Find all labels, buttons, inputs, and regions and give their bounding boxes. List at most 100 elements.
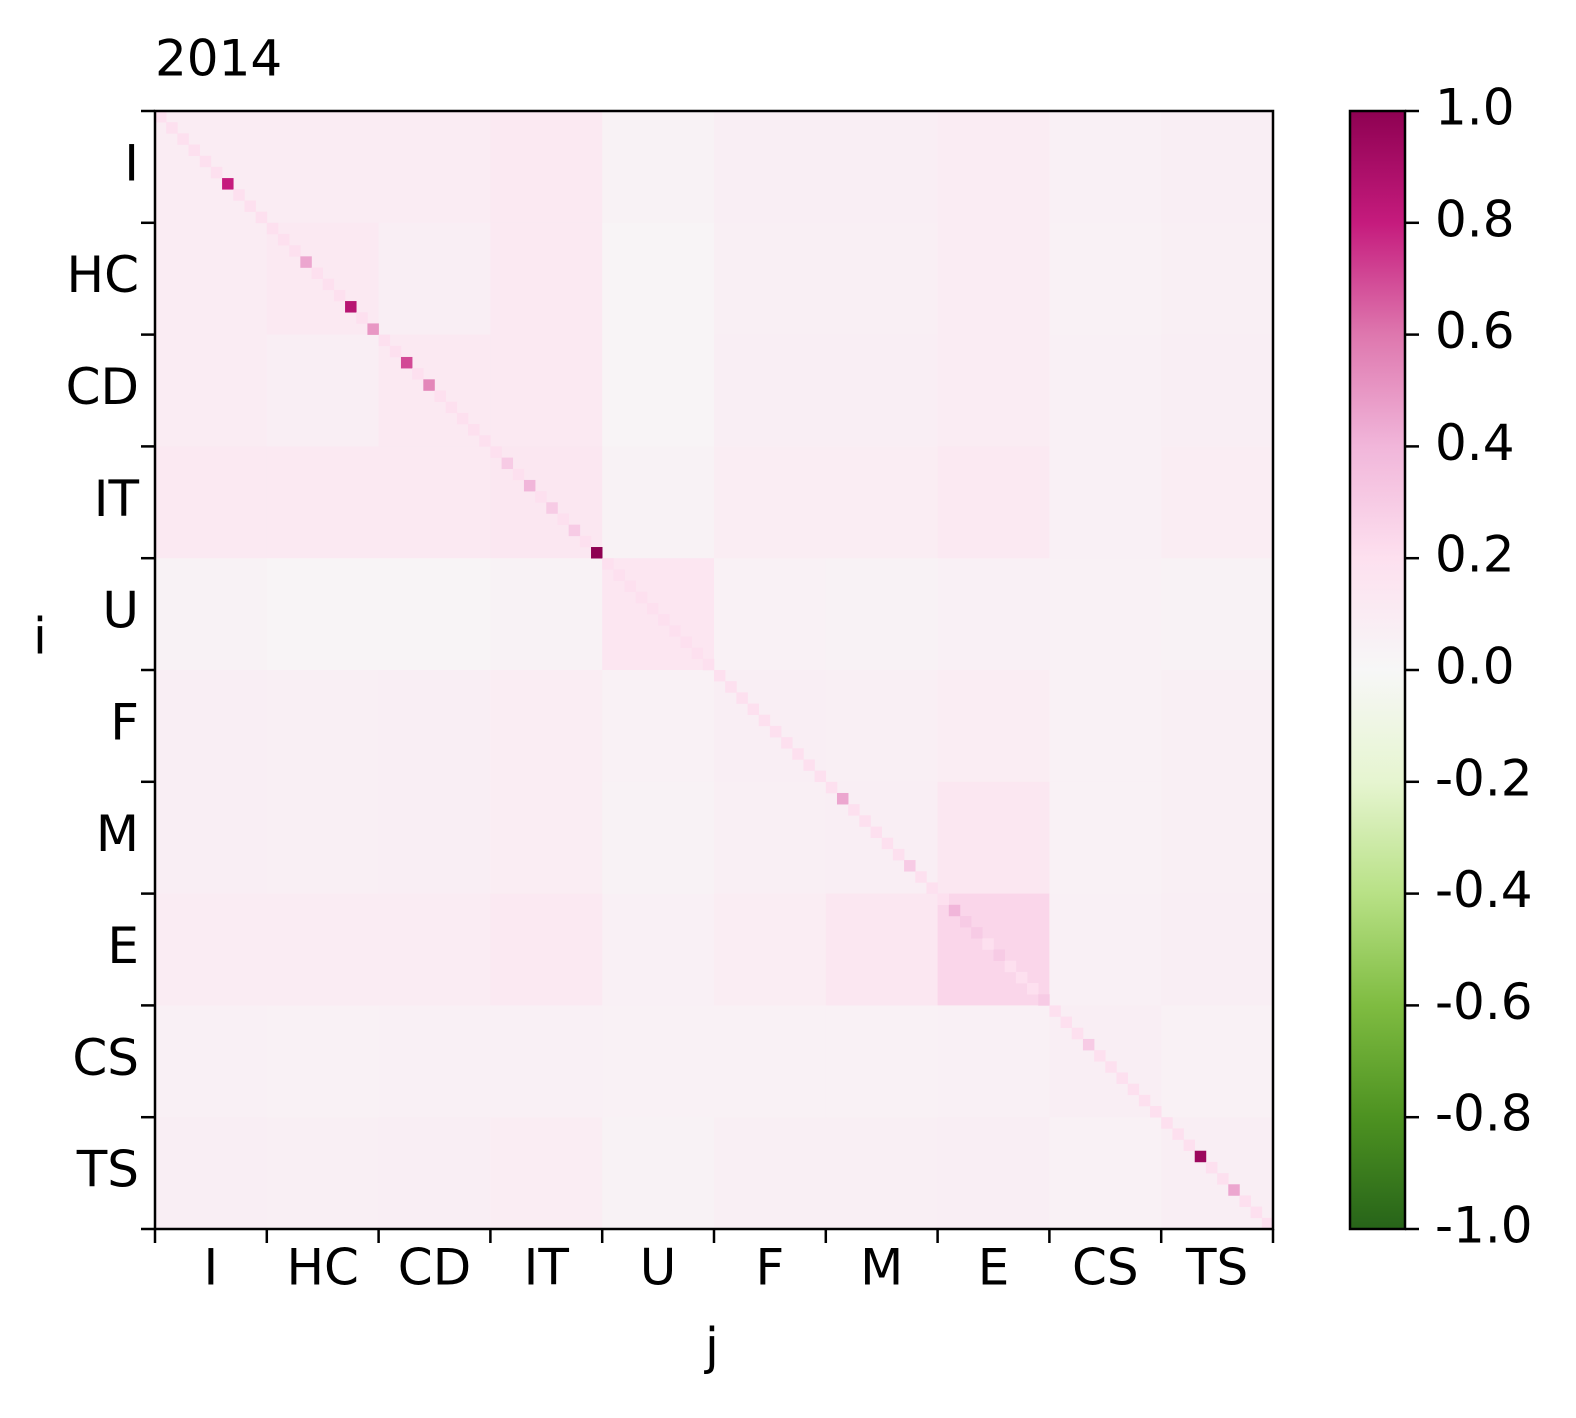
heatmap-cell <box>1082 1038 1095 1051</box>
heatmap-cell <box>479 435 491 447</box>
heatmap-block <box>602 670 715 783</box>
heatmap-cell <box>758 714 771 727</box>
heatmap-cell <box>769 725 782 738</box>
heatmap-block <box>490 1117 603 1230</box>
heatmap-block <box>1161 446 1274 559</box>
heatmap-block <box>155 893 268 1006</box>
heatmap-block <box>714 893 827 1006</box>
heatmap-cell <box>602 558 614 570</box>
heatmap-block <box>714 1117 827 1230</box>
heatmap-block <box>490 111 603 224</box>
heatmap-cell <box>848 804 860 816</box>
heatmap-block <box>490 670 603 783</box>
heatmap-block <box>490 334 603 447</box>
heatmap-block <box>602 222 715 336</box>
heatmap-cell <box>155 111 167 123</box>
heatmap-cell <box>1015 971 1028 984</box>
heatmap-block <box>602 446 715 559</box>
heatmap-cell <box>613 569 625 581</box>
heatmap-cell <box>646 602 659 615</box>
heatmap-cell <box>892 848 905 861</box>
heatmap-cell <box>881 837 894 850</box>
colorbar-tick-label: 1.0 <box>1435 79 1515 137</box>
heatmap-block <box>155 446 268 559</box>
heatmap-block <box>937 334 1050 447</box>
heatmap-block <box>937 781 1050 895</box>
heatmap-block <box>825 1005 939 1118</box>
heatmap-cell <box>210 166 223 179</box>
x-group-label: CS <box>1072 1239 1139 1297</box>
heatmap-cell <box>389 345 402 358</box>
colorbar-tick-label: 0.6 <box>1435 302 1515 360</box>
heatmap-cell <box>512 468 525 481</box>
heatmap-cell <box>1127 1083 1140 1096</box>
y-group-label: F <box>110 693 139 751</box>
heatmap-block <box>490 222 603 336</box>
colorbar-tick-label: -0.2 <box>1435 749 1533 807</box>
heatmap-cell <box>1183 1139 1196 1152</box>
heatmap-block <box>1161 334 1274 447</box>
heatmap-block <box>825 446 939 559</box>
x-group-label: U <box>640 1239 677 1297</box>
heatmap-cell <box>669 625 681 637</box>
heatmap-cell <box>1205 1161 1218 1174</box>
heatmap-cell <box>557 513 569 525</box>
heatmap-block <box>266 893 380 1006</box>
heatmap-cell <box>456 412 469 425</box>
heatmap-block <box>155 781 268 895</box>
heatmap-cell <box>624 580 637 593</box>
heatmap-cell <box>378 334 391 347</box>
heatmap-block <box>378 781 491 895</box>
y-group-label: CD <box>66 358 139 416</box>
heatmap-block <box>937 222 1050 336</box>
heatmap-block <box>1161 558 1274 671</box>
heatmap-cell <box>1105 1061 1117 1073</box>
colorbar-tick-label: 0.2 <box>1435 526 1515 584</box>
heatmap-cell <box>1138 1094 1151 1107</box>
heatmap-cell <box>445 401 458 414</box>
x-group-label: F <box>756 1239 785 1297</box>
x-group-label: M <box>860 1239 903 1297</box>
heatmap-cell <box>322 278 335 291</box>
heatmap-block <box>378 222 491 336</box>
heatmap-block <box>714 781 827 895</box>
heatmap-block <box>1161 1005 1274 1118</box>
heatmap-cell <box>1161 1117 1173 1129</box>
heatmap-block <box>602 893 715 1006</box>
heatmap-block <box>1049 1117 1162 1230</box>
heatmap-cell <box>523 479 536 492</box>
heatmap-cell <box>825 781 838 794</box>
heatmap-cell <box>591 547 603 559</box>
heatmap-cell <box>568 524 581 537</box>
heatmap-cell <box>1250 1206 1263 1219</box>
heatmap-block <box>714 222 827 336</box>
heatmap-block <box>714 1005 827 1118</box>
heatmap-block <box>1049 111 1162 224</box>
heatmap-cell <box>1228 1184 1240 1196</box>
heatmap-block <box>155 222 268 336</box>
heatmap-cell <box>289 245 301 257</box>
heatmap-block <box>378 558 491 671</box>
heatmap-cell <box>1194 1150 1207 1163</box>
x-group-label: IT <box>524 1239 570 1297</box>
heatmap-cell <box>579 535 592 548</box>
heatmap-block <box>602 111 715 224</box>
heatmap-cell <box>199 155 212 168</box>
heatmap-cell <box>747 703 760 716</box>
heatmap-cell <box>233 189 245 201</box>
x-group-label: TS <box>1185 1239 1248 1297</box>
heatmap-block <box>714 111 827 224</box>
heatmap-block <box>155 670 268 783</box>
heatmap-block <box>155 1117 268 1230</box>
heatmap-block <box>266 334 380 447</box>
heatmap-block <box>266 111 380 224</box>
colorbar-tick-label: -1.0 <box>1435 1197 1533 1255</box>
heatmap-cell <box>300 256 312 268</box>
heatmap-cell <box>1172 1128 1184 1140</box>
heatmap-block <box>378 446 491 559</box>
x-axis-label: j <box>704 1318 719 1376</box>
x-group-label: CD <box>398 1239 471 1297</box>
heatmap-cell <box>915 871 927 883</box>
heatmap-cell <box>1094 1050 1106 1062</box>
heatmap-cell <box>1060 1016 1073 1029</box>
